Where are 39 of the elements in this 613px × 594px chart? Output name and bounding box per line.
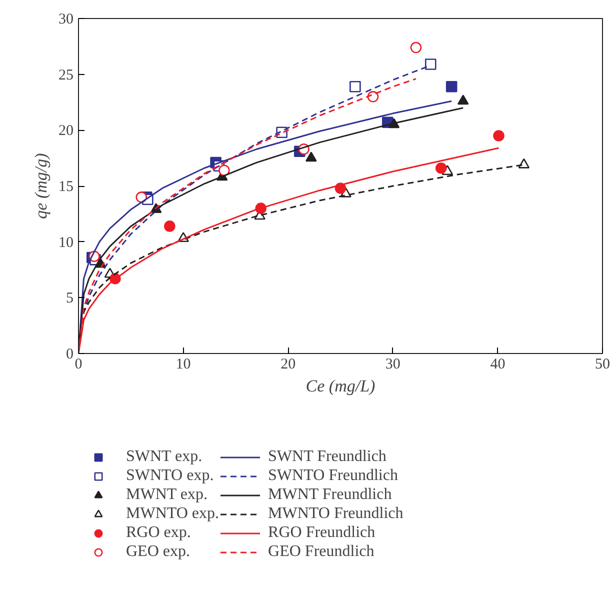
point xyxy=(306,152,317,162)
x-tick-label: 10 xyxy=(176,356,191,372)
point xyxy=(218,164,230,176)
x-axis-title: Ce (mg/L) xyxy=(306,376,376,396)
point xyxy=(350,80,361,92)
y-axis-title: qe (mg/g) xyxy=(32,152,50,219)
point xyxy=(136,192,148,203)
point xyxy=(518,158,530,168)
legend-label: GEO exp. xyxy=(126,543,190,561)
point xyxy=(493,130,504,142)
x-tick-label: 30 xyxy=(385,356,400,372)
point xyxy=(367,91,379,102)
legend-label: SWNTO exp. xyxy=(126,467,214,485)
y-tick-label: 20 xyxy=(58,123,74,140)
y-tick-label: 30 xyxy=(58,12,74,28)
point xyxy=(164,220,176,232)
point xyxy=(435,162,447,174)
legend-label: GEO Freundlich xyxy=(268,543,374,561)
y-tick-label: 25 xyxy=(58,67,74,84)
x-tick-label: 50 xyxy=(595,356,610,372)
point xyxy=(410,42,422,54)
point xyxy=(446,80,458,92)
y-tick-label: 10 xyxy=(58,234,74,251)
point xyxy=(424,58,436,70)
legend-label: MWNT exp. xyxy=(126,486,208,504)
x-tick-label: 40 xyxy=(490,356,506,372)
x-tick-label: 20 xyxy=(280,356,296,372)
legend-label: RGO exp. xyxy=(126,524,191,542)
legend-label: SWNT exp. xyxy=(126,448,202,466)
legend-label: SWNTO Freundlich xyxy=(268,467,398,485)
y-tick-label: 15 xyxy=(58,179,74,195)
y-tick-label: 0 xyxy=(66,346,74,362)
y-tick-label: 5 xyxy=(66,290,74,307)
legend-label: MWNT Freundlich xyxy=(268,486,392,504)
point xyxy=(457,94,469,105)
legend-label: MWNTO exp. xyxy=(126,505,220,523)
legend-label: RGO Freundlich xyxy=(268,524,376,542)
legend-label: SWNT Freundlich xyxy=(268,448,386,466)
legend-label: MWNTO Freundlich xyxy=(268,505,404,523)
